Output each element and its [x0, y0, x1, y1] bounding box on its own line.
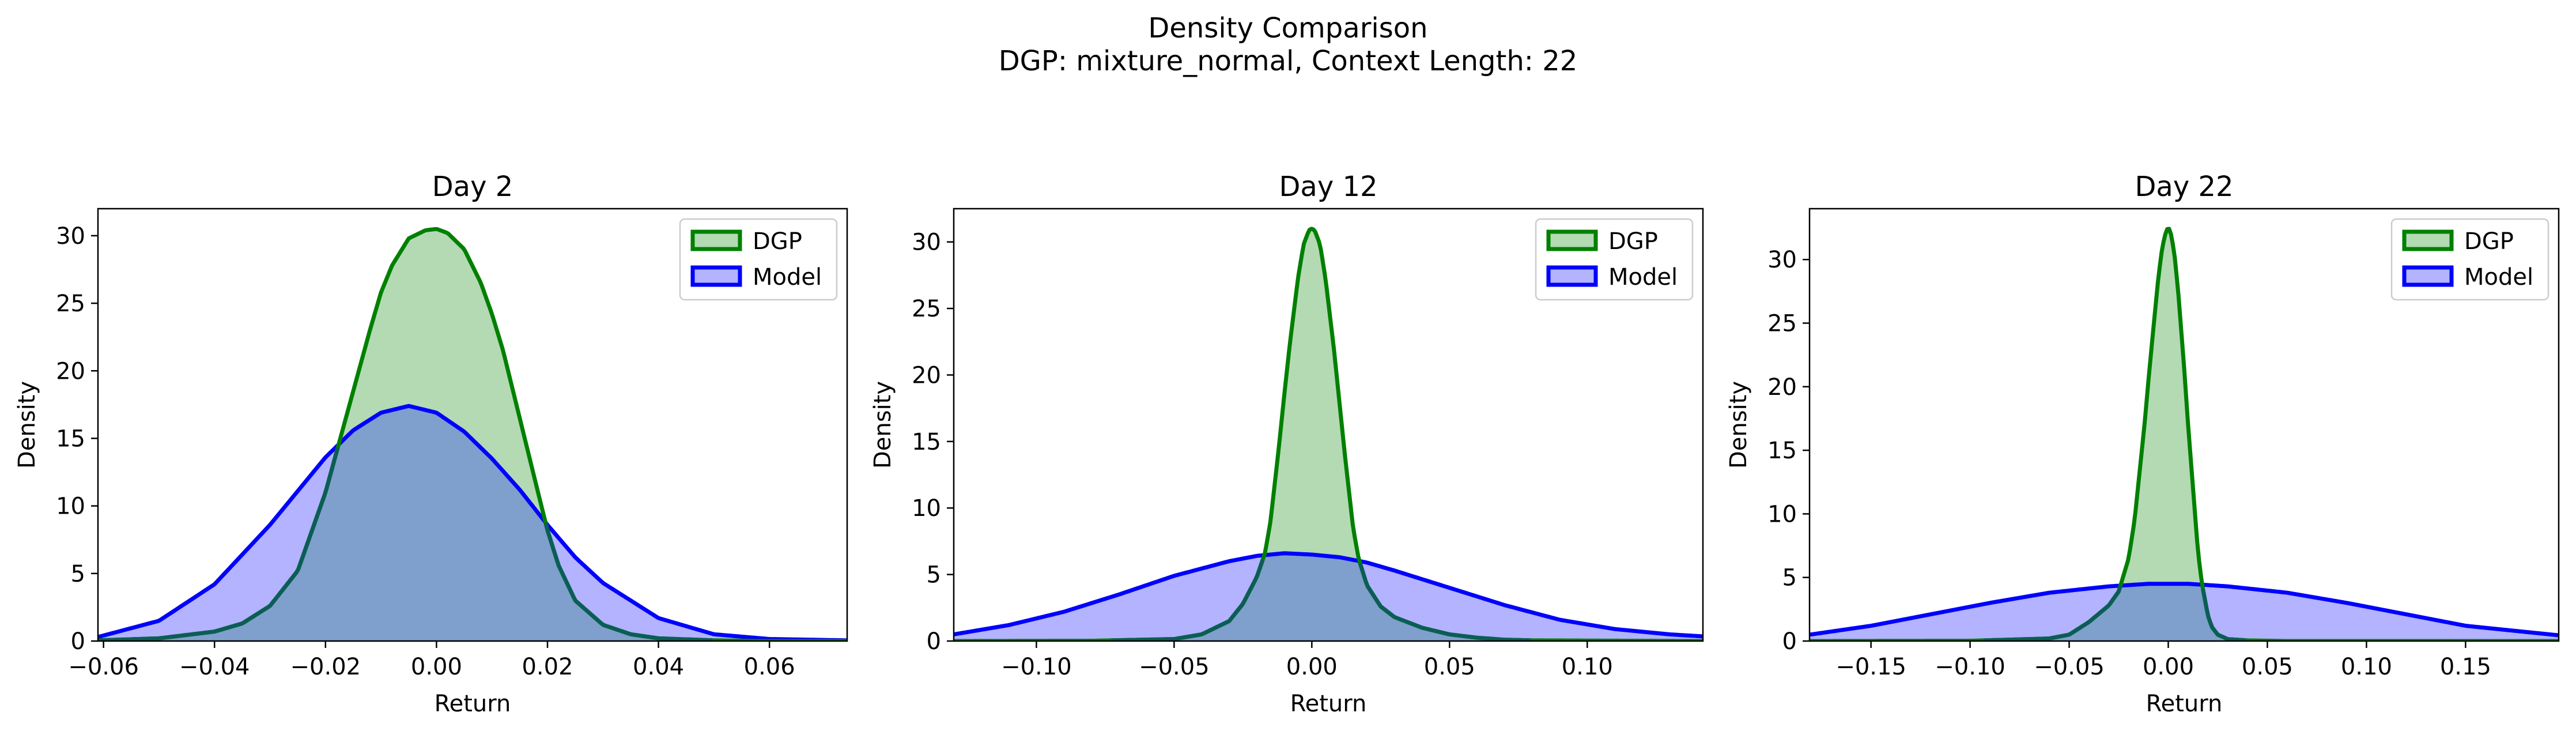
- area-overlap: [954, 553, 1703, 641]
- y-tick-label: 30: [56, 223, 85, 250]
- y-tick-label: 10: [1767, 501, 1797, 527]
- area-overlap: [1810, 583, 2559, 641]
- x-tick-label: 0.04: [633, 654, 684, 680]
- legend-swatch-model: [690, 265, 742, 287]
- legend: DGP Model: [2390, 218, 2549, 301]
- figure-title-line1: Density Comparison: [1148, 12, 1427, 44]
- y-axis-label: Density: [1725, 381, 1752, 469]
- panel-title: Day 22: [2135, 171, 2233, 203]
- x-tick-label: −0.05: [2034, 654, 2105, 680]
- plot-area: [1810, 227, 2559, 641]
- x-tick-label: 0.10: [1562, 654, 1613, 680]
- legend-label-dgp: DGP: [1608, 228, 1658, 255]
- x-tick-label: −0.06: [68, 654, 139, 680]
- panel-day-22: −0.15 −0.10 −0.05 0.00 0.05 0.10 0.15 0 5 10 15 20 2…: [1725, 171, 2560, 717]
- y-tick-label: 15: [1767, 438, 1797, 464]
- y-tick-label: 25: [1767, 311, 1797, 337]
- x-tick-label: 0.02: [522, 654, 573, 680]
- legend-label-model: Model: [2464, 264, 2533, 291]
- y-tick-label: 20: [56, 358, 85, 385]
- x-tick-label: −0.04: [179, 654, 250, 680]
- x-tick-label: 0.10: [2341, 654, 2392, 680]
- y-tick-label: 0: [71, 628, 85, 655]
- y-tick-label: 30: [912, 229, 941, 256]
- line-model: [954, 551, 1703, 639]
- legend-swatch-dgp: [690, 229, 742, 251]
- y-tick-label: 10: [912, 495, 941, 522]
- line-dgp-overlap-segment: [1358, 563, 1531, 641]
- y-tick-label: 20: [1767, 374, 1797, 401]
- panel-day-12: −0.10 −0.05 0.00 0.05 0.10 0 5 10 15 20 25 30 Day 12…: [870, 171, 1704, 717]
- legend-label-model: Model: [753, 264, 822, 291]
- x-tick-label: 0.05: [2242, 654, 2293, 680]
- area-dgp: [954, 228, 1703, 641]
- legend-swatch-model: [1546, 265, 1598, 287]
- x-tick-label: −0.10: [1935, 654, 2005, 680]
- y-tick-label: 25: [56, 291, 85, 317]
- x-axis-label: Return: [2146, 691, 2223, 717]
- x-tick-label: −0.15: [1835, 654, 1906, 680]
- legend-label-dgp: DGP: [2464, 228, 2514, 255]
- line-dgp-overlap-segment: [1984, 585, 2122, 641]
- line-model: [1810, 582, 2559, 638]
- y-tick-label: 5: [927, 562, 941, 589]
- y-tick-label: 5: [71, 561, 85, 587]
- y-tick-label: 25: [912, 296, 941, 322]
- line-dgp-overlap-segment: [543, 522, 713, 641]
- legend-swatch-model: [2402, 265, 2454, 287]
- y-tick-label: 15: [912, 429, 941, 455]
- y-tick-label: 10: [56, 493, 85, 520]
- line-dgp-overlap-segment: [100, 447, 340, 641]
- x-axis-label: Return: [435, 691, 511, 717]
- x-tick-label: 0.00: [411, 654, 462, 680]
- y-tick-label: 30: [1767, 247, 1797, 273]
- y-tick-label: 15: [56, 425, 85, 452]
- y-tick-label: 0: [1782, 628, 1797, 655]
- panel-title: Day 2: [432, 171, 513, 203]
- x-tick-label: 0.15: [2440, 654, 2491, 680]
- area-overlap: [98, 406, 847, 641]
- panel-title: Day 12: [1279, 171, 1377, 203]
- y-axis-label: Density: [870, 381, 896, 469]
- legend-swatch-dgp: [1546, 229, 1598, 251]
- y-axis-label: Density: [14, 381, 40, 469]
- legend: DGP Model: [1535, 218, 1694, 301]
- y-tick-label: 20: [912, 362, 941, 389]
- x-tick-label: 0.00: [1286, 654, 1338, 680]
- legend: DGP Model: [679, 218, 838, 301]
- x-tick-label: 0.06: [744, 654, 795, 680]
- area-dgp: [98, 229, 847, 641]
- x-tick-label: 0.00: [2143, 654, 2194, 680]
- axes-frame: [97, 208, 848, 642]
- area-dgp: [1810, 229, 2559, 641]
- legend-swatch-dgp: [2402, 229, 2454, 251]
- legend-label-model: Model: [1608, 264, 1678, 291]
- x-tick-label: −0.02: [290, 654, 361, 680]
- y-tick-label: 5: [1782, 565, 1797, 591]
- line-model: [98, 404, 847, 641]
- legend-label-dgp: DGP: [753, 228, 802, 255]
- line-dgp-overlap-segment: [2201, 588, 2246, 641]
- y-tick-label: 0: [927, 628, 941, 655]
- x-tick-label: 0.05: [1424, 654, 1475, 680]
- line-dgp-overlap-segment: [1111, 559, 1265, 641]
- x-tick-label: −0.05: [1139, 654, 1210, 680]
- x-tick-label: −0.10: [1001, 654, 1072, 680]
- panel-day-2: −0.06 −0.04 −0.02 0.00 0.02 0.04 0.06 0 5 10 15 20 2…: [14, 171, 848, 717]
- axes-frame: [953, 208, 1704, 642]
- axes-frame: [1808, 208, 2560, 642]
- x-axis-label: Return: [1290, 691, 1367, 717]
- figure-title-line2: DGP: mixture_normal, Context Length: 22: [999, 45, 1578, 77]
